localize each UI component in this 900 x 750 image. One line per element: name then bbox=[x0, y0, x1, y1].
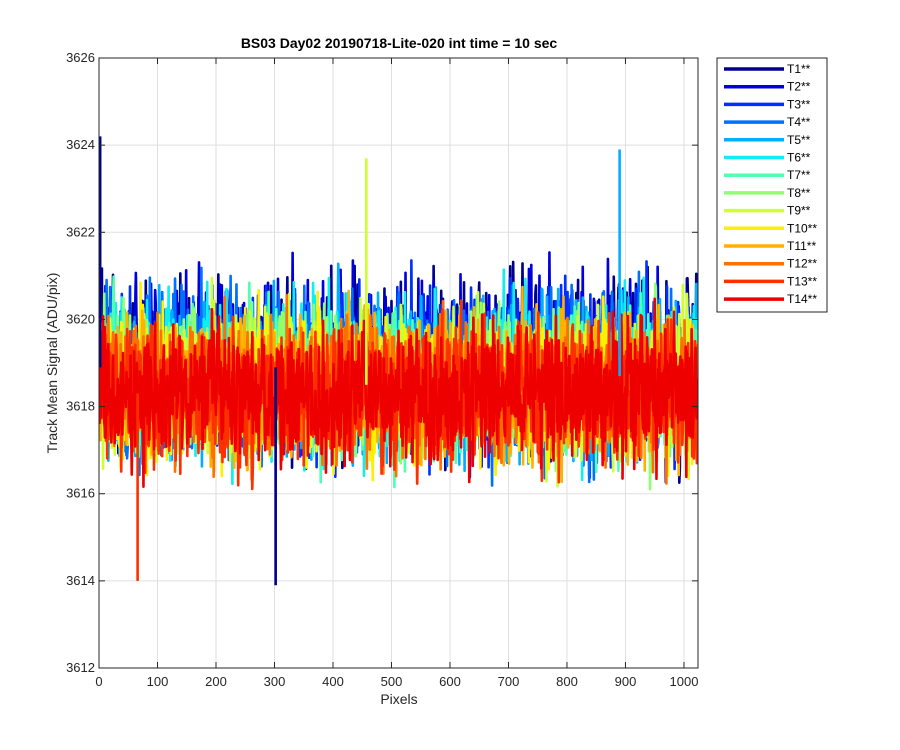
legend-entry-label: T4** bbox=[787, 115, 811, 129]
x-tick-label: 0 bbox=[95, 674, 102, 689]
legend: T1** T2** T3** T4** T5** T6** T7** T8** T9** T10*… bbox=[716, 57, 828, 313]
y-tick-label: 3624 bbox=[66, 137, 95, 152]
legend-entry-label: T14** bbox=[787, 292, 817, 306]
legend-entry-label: T9** bbox=[787, 204, 811, 218]
legend-entry-label: T1** bbox=[787, 62, 811, 76]
x-tick-label: 300 bbox=[264, 674, 286, 689]
axes-box bbox=[98, 57, 699, 669]
x-tick-label: 500 bbox=[381, 674, 403, 689]
y-tick-label: 3622 bbox=[66, 224, 95, 239]
chart-title: BS03 Day02 20190718-Lite-020 int time = … bbox=[241, 35, 558, 51]
legend-entry-label: T8** bbox=[787, 186, 811, 200]
y-axis-label: Track Mean Signal (ADU/pix) bbox=[44, 273, 60, 454]
x-tick-label: 100 bbox=[147, 674, 169, 689]
x-axis-ticks: 0 100 200 300 400 500 600 700 800 900 1000 bbox=[95, 58, 698, 689]
y-tick-label: 3616 bbox=[66, 486, 95, 501]
x-tick-label: 400 bbox=[322, 674, 344, 689]
legend-entry-label: T10** bbox=[787, 221, 817, 235]
legend-entry-label: T12** bbox=[787, 257, 817, 271]
legend-entry-label: T11** bbox=[787, 239, 816, 253]
x-tick-label: 1000 bbox=[670, 674, 699, 689]
legend-entry-label: T5** bbox=[787, 133, 811, 147]
y-tick-label: 3626 bbox=[66, 50, 95, 65]
legend-entry-label: T7** bbox=[787, 168, 811, 182]
y-tick-label: 3620 bbox=[66, 311, 95, 326]
series-line-t14 bbox=[99, 297, 698, 488]
x-tick-label: 600 bbox=[439, 674, 461, 689]
y-axis-ticks: 3612 3614 3616 3618 3620 3622 3624 3626 bbox=[66, 50, 698, 675]
plot-area: 0 100 200 300 400 500 600 700 800 900 1000 3612361… bbox=[66, 50, 699, 689]
legend-entry-label: T2** bbox=[787, 80, 811, 94]
y-tick-label: 3612 bbox=[66, 660, 95, 675]
legend-box bbox=[716, 57, 828, 313]
legend-entry-label: T3** bbox=[787, 97, 811, 111]
y-tick-label: 3618 bbox=[66, 399, 95, 414]
x-tick-label: 900 bbox=[615, 674, 637, 689]
x-tick-label: 200 bbox=[205, 674, 227, 689]
y-tick-label: 3614 bbox=[66, 573, 95, 588]
x-axis-label: Pixels bbox=[380, 691, 417, 707]
x-tick-label: 800 bbox=[556, 674, 578, 689]
x-tick-label: 700 bbox=[498, 674, 520, 689]
series-layer bbox=[99, 136, 698, 586]
legend-entry-label: T13** bbox=[787, 274, 817, 288]
legend-entry-label: T6** bbox=[787, 151, 811, 165]
